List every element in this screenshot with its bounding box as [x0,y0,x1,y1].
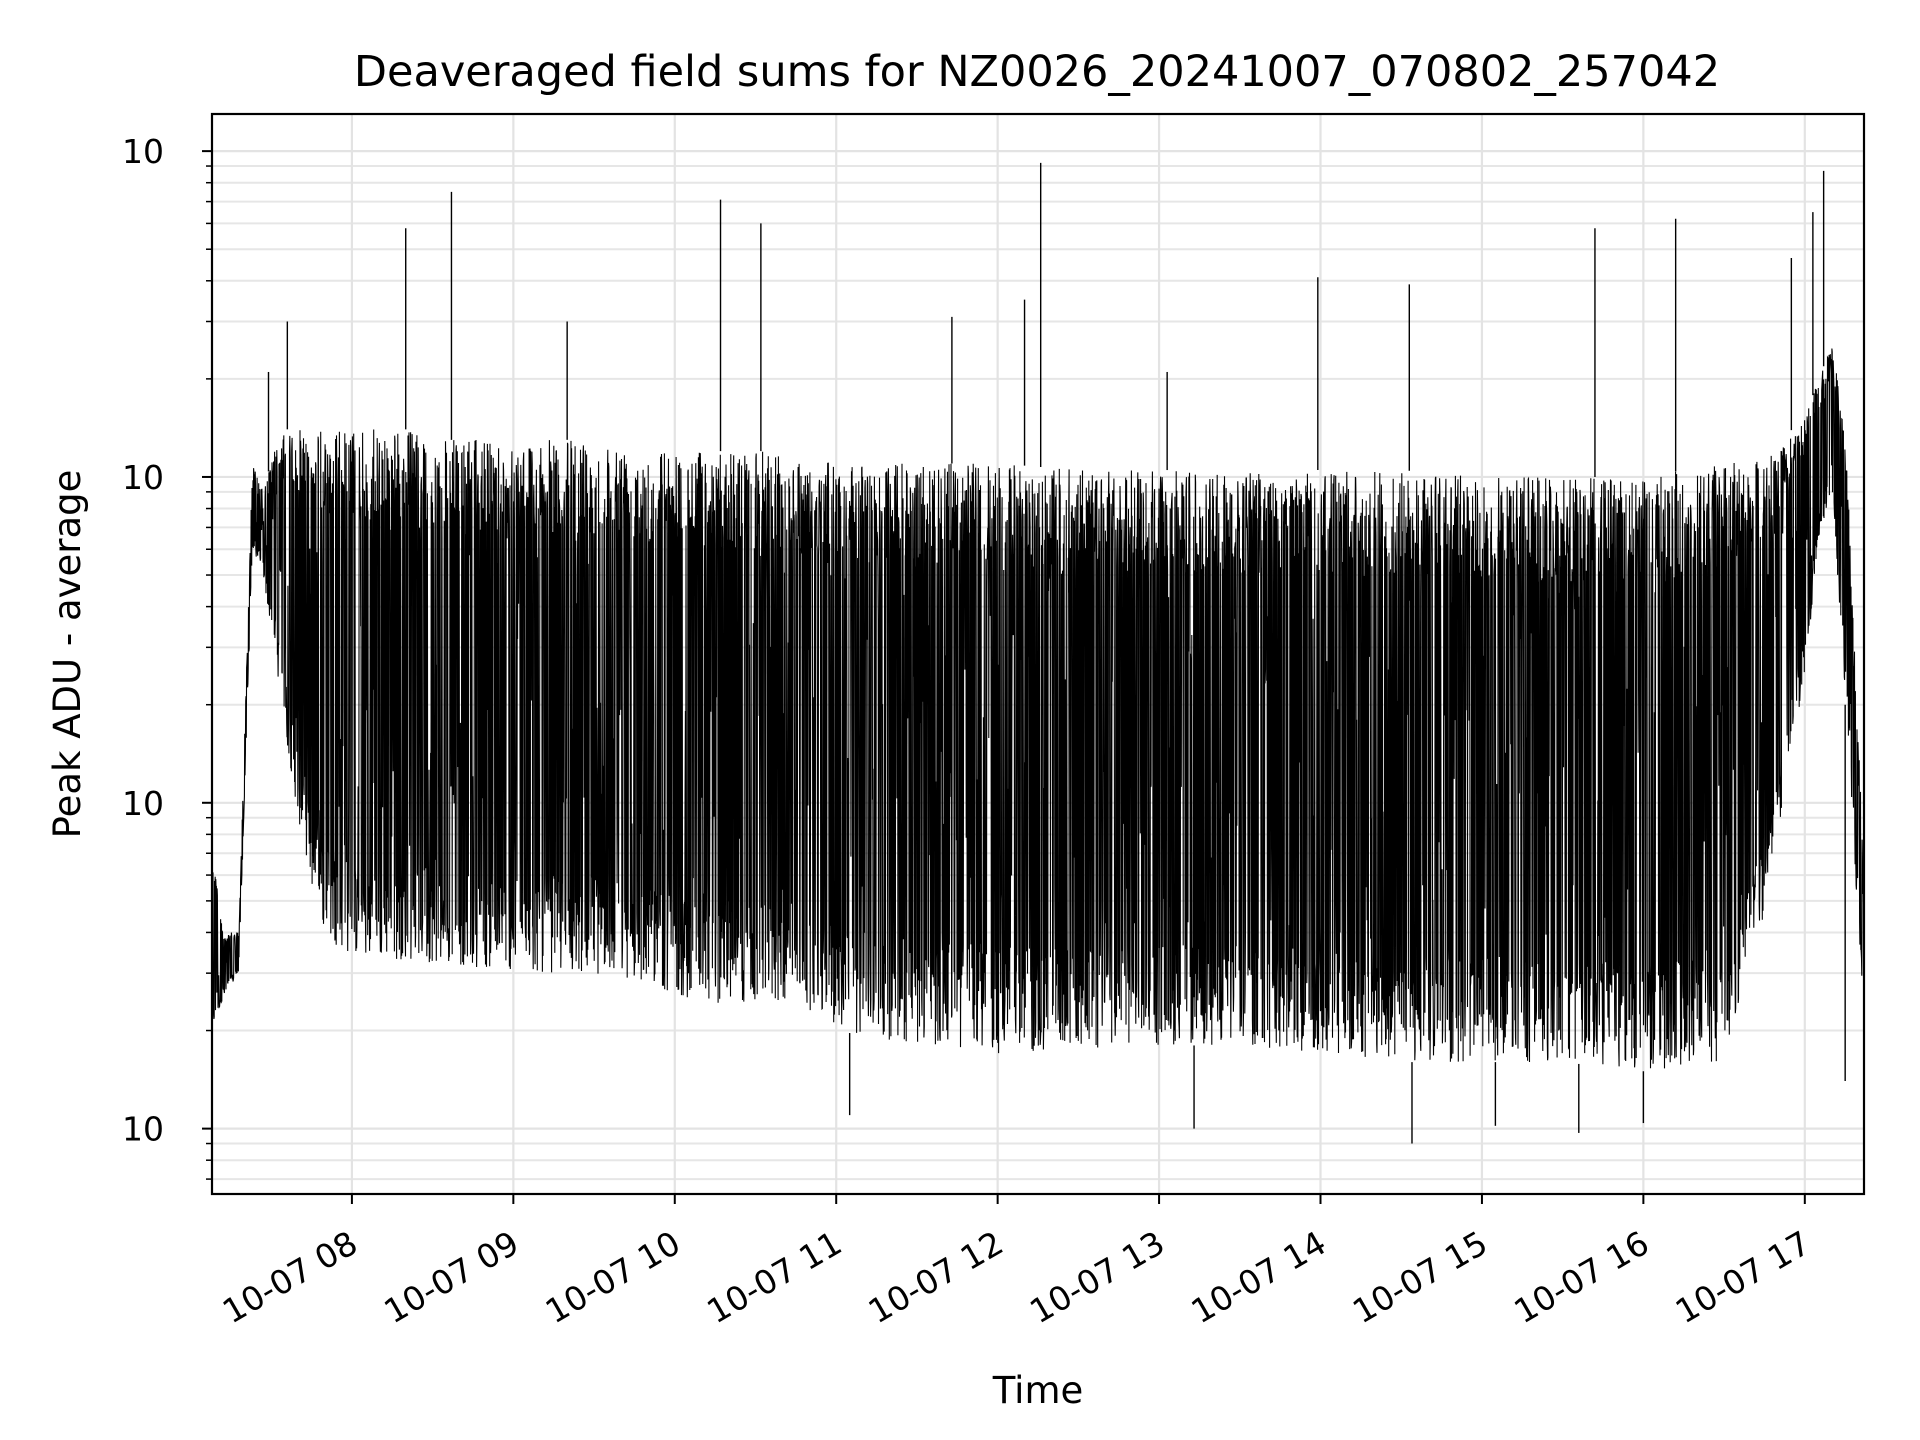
y-tick-label: 10 [122,132,164,171]
y-tick-label: 10 [122,784,164,823]
plot-frame [210,112,1866,1196]
y-tick-label: 10 [122,458,164,497]
data-series [212,162,1864,1144]
y-tick-label: 10 [122,1110,164,1149]
y-axis: 104105106107 [122,132,212,1180]
series-line [212,348,1864,1069]
y-axis-label: Peak ADU - average [46,470,89,839]
x-axis-label: Time [992,1369,1084,1412]
chart-title: Deaveraged field sums for NZ0026_2024100… [354,47,1720,97]
